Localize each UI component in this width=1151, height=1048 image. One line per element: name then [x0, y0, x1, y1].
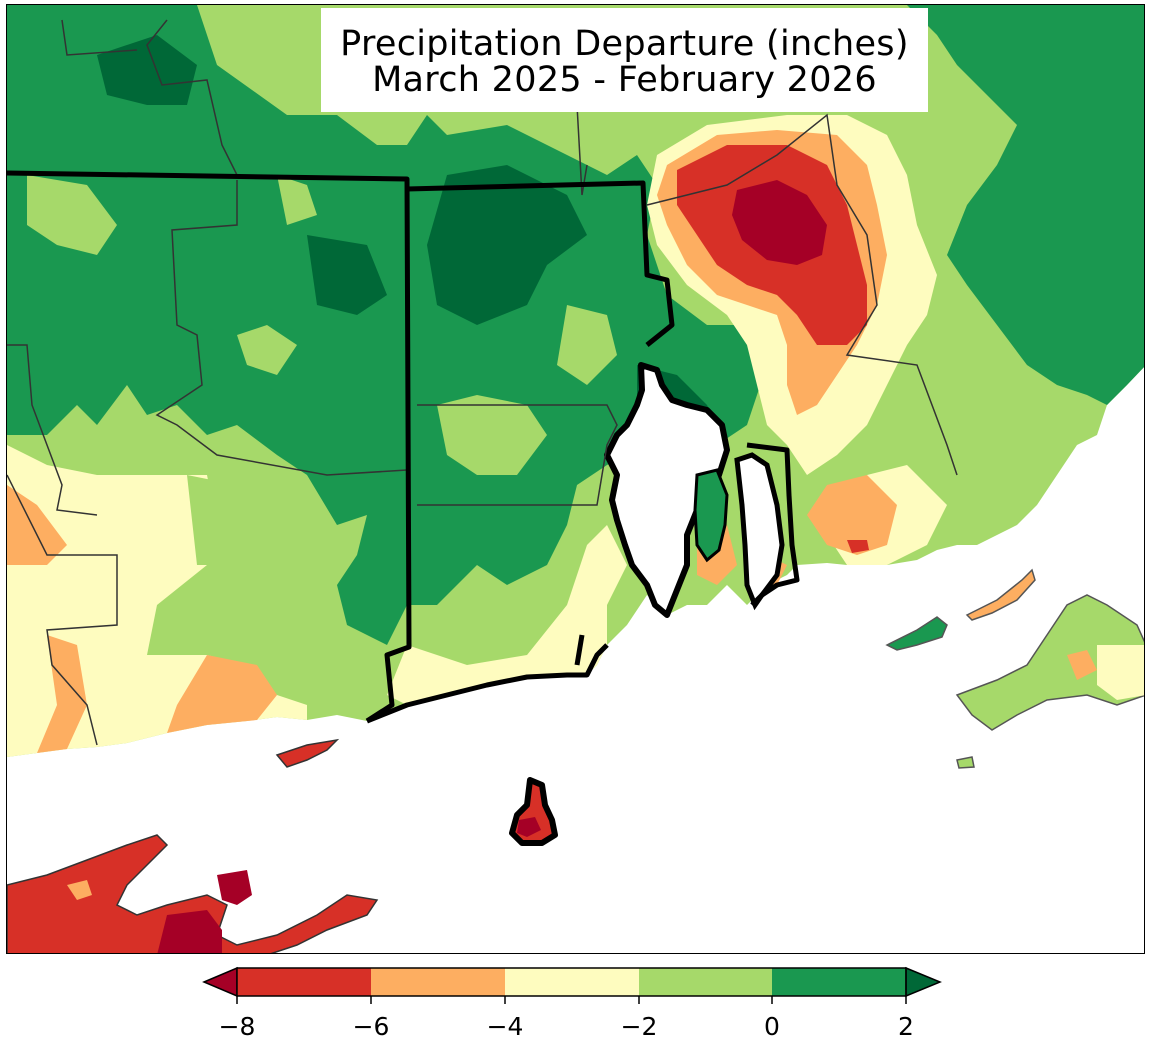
- colorbar-tick-label: 2: [898, 1012, 914, 1041]
- block-island-core: [517, 817, 541, 837]
- colorbar-tick-label: −6: [352, 1012, 390, 1041]
- narragansett-bay: [604, 362, 730, 618]
- colorbar-tick-label: −4: [486, 1012, 524, 1041]
- long-island-orange: [67, 880, 92, 900]
- colorbar: [202, 966, 942, 1004]
- map-title: Precipitation Departure (inches) March 2…: [321, 8, 928, 112]
- nomans-land: [956, 756, 975, 769]
- region-0-2-east: [907, 5, 1144, 405]
- long-island-north-fork: [275, 738, 340, 768]
- colorbar-bin-minus6-minus4: [371, 968, 505, 996]
- colorbar-outline: [236, 967, 907, 997]
- cape-cod-orange: [1067, 650, 1097, 680]
- aquidneck-island: [693, 468, 729, 563]
- region-minus2-0-patches: [27, 175, 617, 565]
- colorbar-bin-minus2-0: [639, 968, 772, 996]
- sakonnet-river: [734, 452, 785, 611]
- colorbar-tick-label: −8: [218, 1012, 256, 1041]
- region-0-2-northwest: [7, 5, 767, 645]
- long-island: [7, 834, 379, 953]
- region-minus4-minus2-coast: [387, 525, 627, 705]
- colorbar-bin-minus8-minus6: [237, 968, 371, 996]
- colorbar-tick-label: −2: [620, 1012, 658, 1041]
- cape-cod-pale: [1097, 645, 1144, 700]
- colorbar-bin-0-2: [772, 968, 906, 996]
- long-island-dark: [157, 870, 252, 953]
- county-lines: [7, 19, 958, 746]
- region-below-minus8-east: [732, 180, 827, 265]
- colorbar-ticks: [236, 996, 907, 1004]
- marthas-vineyard: [885, 616, 948, 651]
- map-frame: [6, 4, 1145, 954]
- title-line-1: Precipitation Departure (inches): [340, 24, 909, 64]
- precipitation-departure-map: [7, 5, 1144, 953]
- colorbar-bin-minus4-minus2: [505, 968, 639, 996]
- colorbar-high-extend: [905, 966, 942, 998]
- colorbar-tick-label: 0: [764, 1012, 780, 1041]
- cape-cod: [955, 594, 1144, 731]
- region-minus6-minus4-west: [7, 485, 277, 753]
- title-line-2: March 2025 - February 2026: [372, 60, 877, 100]
- colorbar-low-extend: [202, 966, 238, 998]
- elizabeth-islands: [965, 568, 1036, 621]
- state-borders: [7, 170, 800, 724]
